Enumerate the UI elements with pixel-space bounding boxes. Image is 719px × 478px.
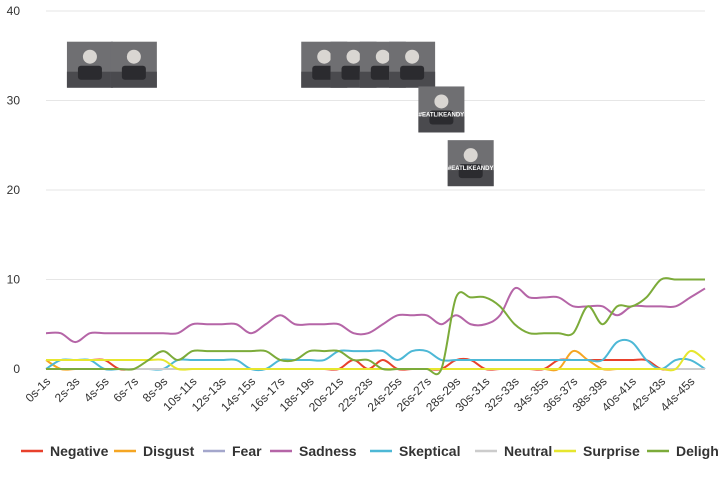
x-tick-label: 2s-3s [52, 374, 83, 405]
legend-item: Sadness [270, 443, 357, 459]
thumbnail-image [66, 41, 113, 88]
legend: Negative Disgust Fear Sadness Skeptical Neutr… [21, 443, 719, 459]
thumbnail-image [110, 41, 157, 88]
thumbnail-caption: #EATLIKEANDY [419, 112, 465, 118]
series-lines [45, 277, 706, 376]
legend-label: Fear [232, 443, 262, 459]
x-tick-label: 0s-1s [23, 374, 54, 405]
series-line-surprise [46, 349, 706, 372]
thumbnail-image: #EATLIKEANDY [418, 86, 465, 133]
y-axis-ticks: 0 10 20 30 40 [7, 4, 21, 376]
legend-item: Negative [21, 443, 109, 459]
y-tick-label: 10 [7, 273, 21, 287]
legend-item: Skeptical [370, 443, 460, 459]
thumbnail-image [389, 41, 436, 88]
x-tick-label: 4s-5s [81, 374, 112, 405]
legend-label: Neutral [504, 443, 552, 459]
series-line-delight [46, 277, 705, 376]
legend-label: Delight [676, 443, 719, 459]
y-tick-label: 0 [13, 362, 20, 376]
legend-label: Sadness [299, 443, 357, 459]
legend-item: Disgust [114, 443, 195, 459]
y-tick-label: 30 [7, 94, 21, 108]
legend-label: Negative [50, 443, 109, 459]
thumbnail-image: #EATLIKEANDY [447, 140, 494, 187]
y-tick-label: 20 [7, 183, 21, 197]
legend-item: Fear [203, 443, 262, 459]
x-tick-label: 6s-7s [110, 374, 141, 405]
legend-label: Disgust [143, 443, 195, 459]
y-tick-label: 40 [7, 4, 21, 18]
legend-label: Surprise [583, 443, 640, 459]
series-line-sadness [45, 286, 706, 344]
x-axis-ticks: 0s-1s2s-3s4s-5s6s-7s8s-9s10s-11s12s-13s1… [23, 374, 698, 414]
legend-item: Delight [647, 443, 719, 459]
legend-label: Skeptical [399, 443, 460, 459]
legend-item: Neutral [475, 443, 552, 459]
legend-item: Surprise [554, 443, 640, 459]
video-thumbnails: #EATLIKEANDY #EATLIKEANDY [66, 41, 494, 187]
thumbnail-caption: #EATLIKEANDY [448, 166, 494, 172]
